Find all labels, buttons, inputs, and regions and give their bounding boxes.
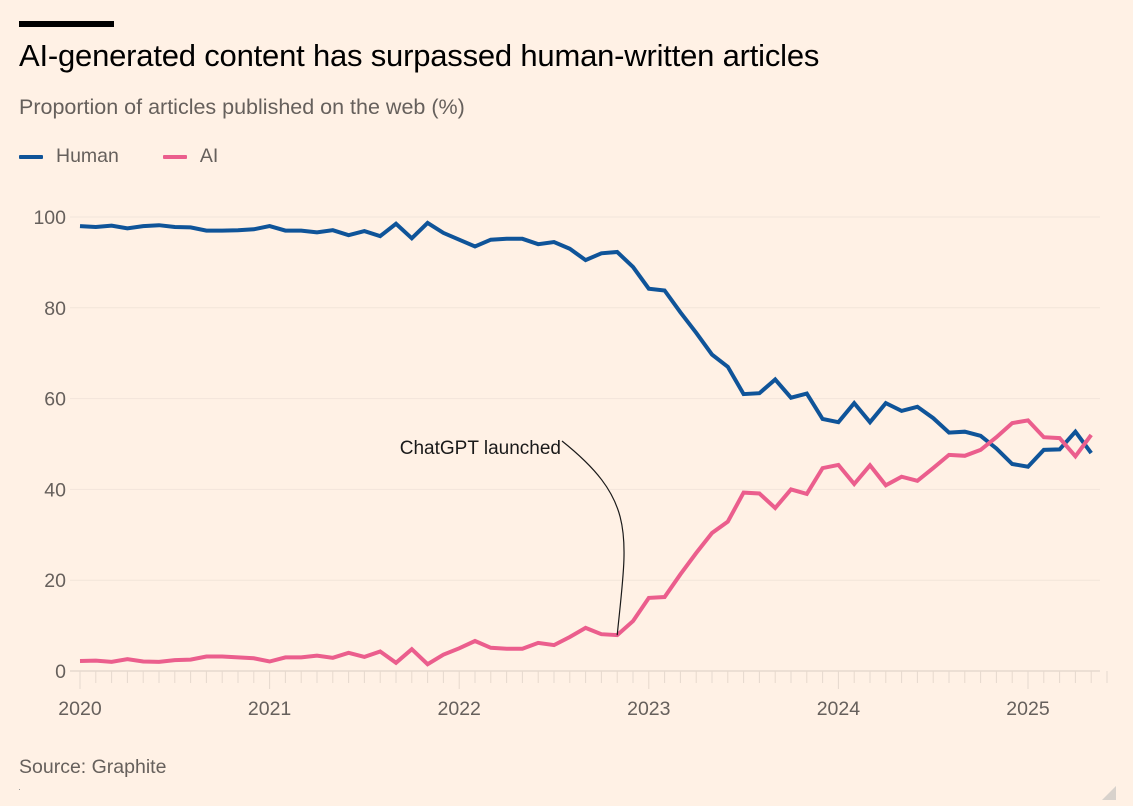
source-note: Source: Graphite [19,756,167,778]
annotation-label: ChatGPT launched [400,438,561,459]
x-tick-label-2022: 2022 [438,698,481,720]
y-tick-label-60: 60 [44,389,66,411]
series-line-human [79,220,1093,469]
x-axis: 2020 2021 2022 2023 2024 2025 [58,671,1108,720]
y-tick-label-0: 0 [55,661,66,683]
gridlines [70,216,1100,672]
x-tick-label-2024: 2024 [817,698,861,720]
legend-item-ai: AI [162,145,219,168]
x-tick-label-2020: 2020 [58,698,102,720]
legend-label-human: Human [56,145,119,167]
resize-corner-icon [1102,786,1116,800]
chart-title: AI-generated content has surpassed human… [19,38,820,73]
legend: Human AI [19,145,262,168]
legend-label-ai: AI [199,145,219,167]
y-tick-label-100: 100 [33,207,66,229]
series-line-ai [79,418,1093,667]
y-tick-label-20: 20 [44,570,66,592]
brand-bar [19,21,114,27]
legend-item-human: Human [19,145,119,168]
series-lines [79,220,1093,667]
y-axis: 0 20 40 60 80 100 [33,207,66,683]
y-tick-label-80: 80 [44,298,66,320]
annotations: ChatGPT launched [400,438,625,636]
legend-swatch-human [19,154,43,159]
y-tick-label-40: 40 [44,479,66,501]
annotation-leader-line [561,440,625,636]
footer-dot [19,789,20,790]
chart-subtitle: Proportion of articles published on the … [19,95,465,119]
x-tick-label-2023: 2023 [627,698,670,720]
legend-swatch-ai [162,154,187,159]
x-tick-label-2025: 2025 [1006,698,1050,720]
x-tick-label-2021: 2021 [248,698,291,720]
